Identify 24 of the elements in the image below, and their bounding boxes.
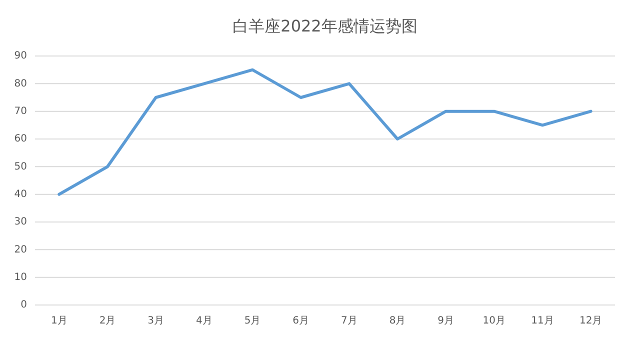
x-tick-label: 8月	[389, 316, 406, 327]
y-tick-label: 60	[14, 134, 27, 145]
x-tick-label: 10月	[482, 316, 506, 327]
chart-title: 白羊座2022年感情运势图	[232, 16, 418, 36]
x-tick-label: 11月	[531, 316, 554, 327]
y-tick-label: 10	[14, 272, 27, 284]
x-tick-label: 4月	[196, 316, 212, 327]
y-tick-label: 30	[14, 216, 27, 228]
line-series	[58, 68, 592, 196]
x-tick-label: 2月	[99, 316, 116, 327]
x-tick-label: 9月	[438, 316, 454, 327]
y-tick-label: 0	[20, 300, 27, 311]
y-tick-label: 70	[14, 106, 27, 118]
y-tick-label: 50	[14, 161, 27, 172]
x-tick-label: 7月	[340, 316, 358, 327]
y-tick-label: 90	[14, 50, 27, 62]
x-tick-label: 12月	[579, 316, 602, 327]
x-tick-label: 3月	[148, 316, 164, 327]
x-tick-label: 5月	[244, 316, 261, 327]
x-tick-label: 1月	[50, 316, 68, 327]
y-tick-label: 20	[14, 244, 27, 256]
y-tick-label: 80	[14, 78, 27, 90]
y-tick-label: 40	[14, 189, 27, 200]
x-tick-label: 6月	[292, 316, 310, 327]
